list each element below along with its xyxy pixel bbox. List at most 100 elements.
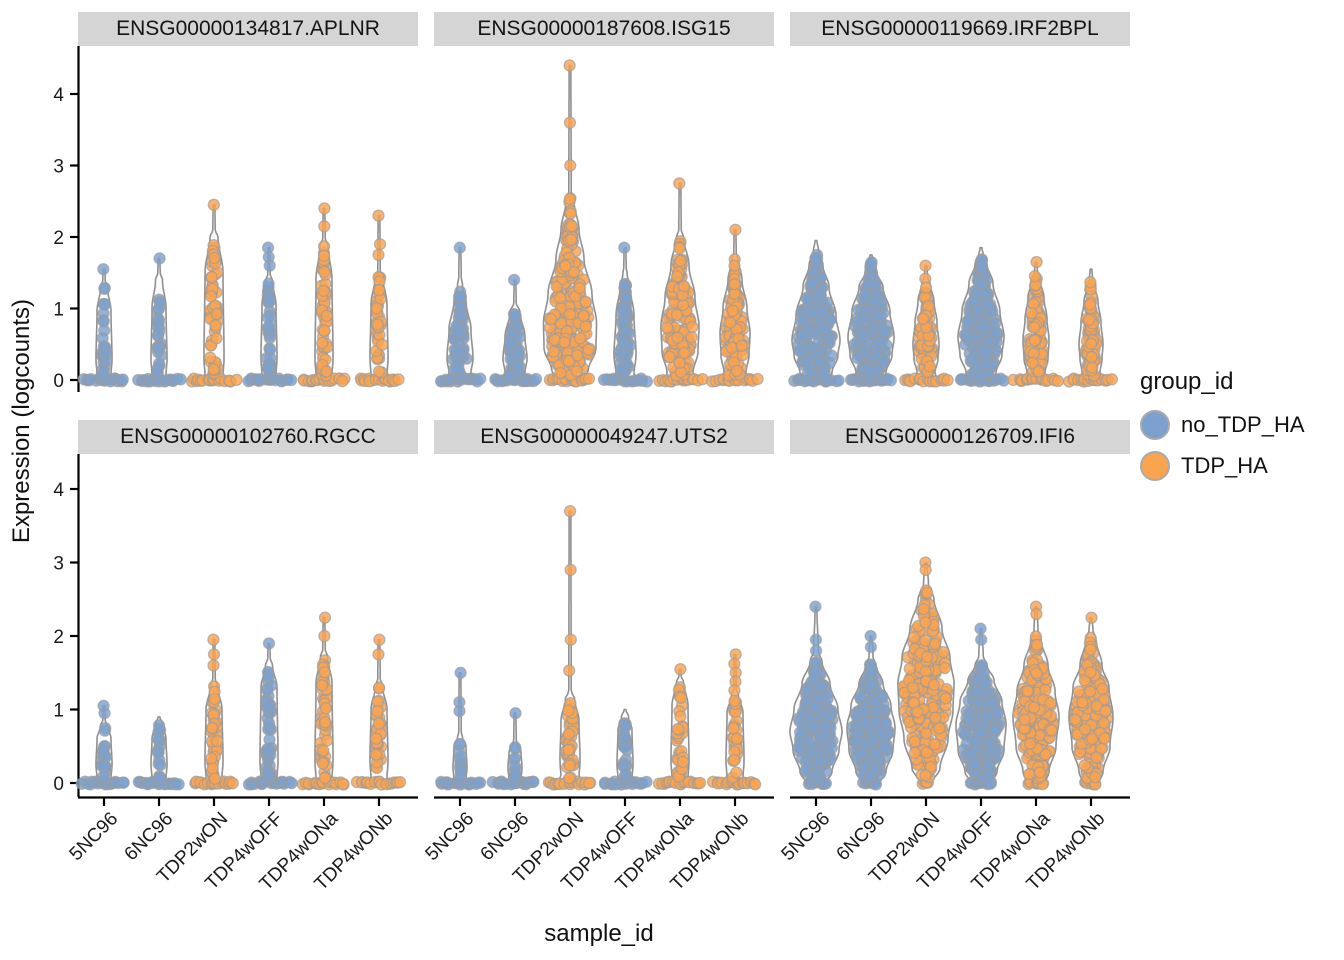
facet-panel-ENSG00000049247.UTS2 — [435, 504, 762, 791]
data-point — [205, 752, 218, 765]
data-point — [673, 242, 686, 255]
data-point — [371, 705, 384, 718]
data-point — [262, 361, 275, 375]
data-point — [903, 662, 916, 675]
data-point — [563, 192, 576, 206]
data-point — [559, 259, 572, 273]
data-point — [1078, 723, 1092, 736]
data-point — [372, 365, 386, 378]
data-point — [864, 629, 877, 643]
data-point — [1030, 255, 1043, 269]
data-point — [1098, 732, 1111, 745]
data-point — [97, 263, 110, 276]
facet-strip: ENSG00000134817.APLNR — [78, 12, 418, 46]
data-point — [453, 704, 466, 718]
violin-6NC96 — [844, 254, 898, 388]
data-point — [801, 682, 815, 696]
violin-5NC96 — [434, 241, 487, 388]
violin-TDP4wONb — [706, 648, 762, 791]
data-point — [618, 303, 631, 316]
data-point — [205, 270, 218, 284]
data-point — [907, 631, 921, 644]
violin-6NC96 — [132, 252, 187, 388]
data-point — [916, 312, 930, 326]
data-point — [618, 347, 631, 360]
data-point — [527, 775, 540, 788]
data-point — [579, 320, 593, 333]
data-point — [529, 372, 543, 386]
data-point — [976, 261, 989, 274]
data-point — [207, 648, 221, 661]
facet-strip: ENSG00000049247.UTS2 — [434, 420, 774, 454]
data-point — [814, 681, 827, 694]
y-axis-row0: 0 1 2 3 4 — [53, 46, 80, 392]
data-point — [618, 741, 631, 754]
data-point — [392, 373, 405, 386]
data-point — [318, 771, 332, 785]
data-point — [208, 251, 221, 265]
data-point — [809, 644, 823, 657]
data-point — [210, 332, 223, 345]
data-point — [563, 308, 577, 321]
data-point — [797, 329, 810, 342]
facet-title: ENSG00000049247.UTS2 — [480, 425, 728, 448]
data-point — [563, 116, 577, 129]
data-point — [206, 762, 219, 775]
data-point — [813, 755, 826, 768]
data-point — [1085, 611, 1098, 624]
data-point — [937, 645, 950, 659]
legend-item-tdp-ha: TDP_HA — [1140, 451, 1305, 481]
facet-title: ENSG00000102760.RGCC — [120, 425, 376, 448]
violin-6NC96 — [846, 629, 896, 791]
data-point — [972, 685, 985, 699]
data-point — [988, 723, 1002, 736]
data-point — [976, 321, 989, 334]
data-point — [640, 375, 654, 388]
data-point — [336, 375, 349, 388]
data-point — [263, 259, 276, 272]
violin-TDP4wOFF — [597, 241, 654, 388]
data-point — [564, 233, 578, 246]
data-point — [979, 287, 993, 300]
data-point — [853, 690, 867, 703]
data-point — [285, 776, 298, 790]
data-point — [793, 726, 807, 739]
data-point — [1023, 737, 1037, 750]
data-point — [207, 198, 220, 211]
data-point — [1022, 768, 1036, 781]
data-point — [799, 764, 812, 777]
data-point — [98, 707, 111, 720]
data-point — [577, 309, 590, 323]
violin-5NC96 — [435, 666, 487, 791]
data-point — [450, 344, 463, 357]
data-point — [579, 295, 592, 309]
data-point — [725, 341, 738, 355]
data-point — [562, 743, 575, 757]
data-point — [941, 373, 954, 387]
data-point — [1030, 666, 1043, 680]
data-point — [318, 202, 331, 215]
data-point — [318, 629, 331, 643]
data-point — [1026, 356, 1039, 369]
data-point — [1045, 724, 1058, 737]
data-point — [153, 771, 166, 785]
data-point — [371, 318, 384, 331]
data-point — [870, 748, 883, 762]
data-point — [97, 315, 110, 328]
data-point — [813, 355, 826, 368]
violin-TDP4wONa — [1007, 255, 1065, 388]
data-point — [97, 744, 110, 757]
data-point — [582, 343, 595, 356]
violin-TDP4wONb — [1068, 611, 1114, 791]
data-point — [1084, 337, 1098, 350]
data-point — [617, 760, 631, 773]
data-point — [877, 356, 890, 369]
legend-item-label: TDP_HA — [1181, 453, 1268, 478]
data-point — [822, 709, 835, 722]
data-point — [986, 744, 999, 758]
facet-title: ENSG00000187608.ISG15 — [477, 17, 731, 40]
data-point — [818, 322, 831, 336]
data-point — [919, 563, 932, 577]
y-tick-label: 1 — [53, 300, 64, 321]
data-point — [205, 721, 219, 735]
